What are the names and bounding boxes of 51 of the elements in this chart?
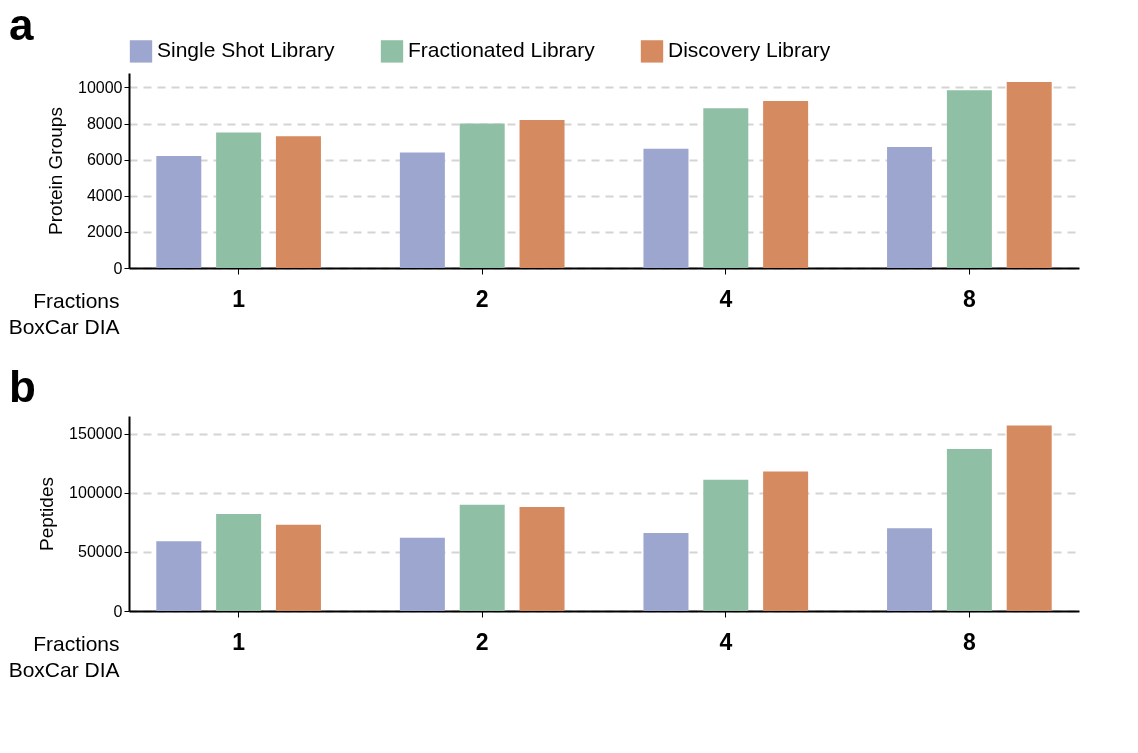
bar: [275, 524, 321, 611]
bar: [946, 90, 992, 268]
bar: [763, 471, 809, 611]
bar: [1006, 425, 1052, 611]
y-tick-label: 4000: [86, 187, 123, 205]
y-axis-title: Protein Groups: [45, 107, 67, 235]
legend-label: Single Shot Library: [157, 38, 335, 62]
bar: [703, 108, 749, 268]
x-axis-title: Fractions BoxCar DIA: [8, 631, 120, 681]
bar: [459, 504, 505, 611]
bar: [156, 156, 202, 268]
bar: [459, 123, 505, 268]
x-tick-label: 1: [232, 628, 246, 655]
bar: [887, 147, 933, 268]
bar: [643, 533, 689, 611]
x-tick-label: 8: [962, 628, 976, 655]
y-tick-label: 0: [113, 259, 123, 277]
y-axis-title: Peptides: [36, 477, 58, 551]
x-tick-label: 4: [719, 285, 733, 312]
y-tick-label: 10000: [78, 78, 123, 96]
bar: [643, 148, 689, 268]
y-tick-label: 0: [113, 602, 123, 620]
legend-label: Discovery Library: [668, 38, 831, 62]
y-tick-label: 50000: [78, 543, 123, 561]
bar: [519, 119, 565, 268]
y-tick-label: 6000: [86, 151, 123, 169]
legend-label: Fractionated Library: [408, 38, 596, 62]
x-axis-title: Fractions BoxCar DIA: [8, 288, 120, 338]
bar: [216, 132, 262, 268]
x-tick-label: 1: [232, 285, 246, 312]
x-tick-label: 2: [475, 285, 489, 312]
chart-title: a: [9, 0, 34, 49]
x-tick-label: 8: [962, 285, 976, 312]
bar: [1006, 82, 1052, 268]
x-tick-label: 2: [475, 628, 489, 655]
bar: [763, 100, 809, 268]
bar: [216, 514, 262, 611]
bar: [946, 449, 992, 611]
y-tick-label: 150000: [69, 425, 123, 443]
chart-title: b: [9, 362, 36, 411]
bar: [399, 537, 445, 611]
x-tick-label: 4: [719, 628, 733, 655]
bar: [703, 479, 749, 611]
y-tick-label: 100000: [69, 484, 123, 502]
bar: [887, 528, 933, 611]
bar: [275, 136, 321, 268]
y-tick-label: 2000: [86, 223, 123, 241]
bar: [519, 507, 565, 611]
bar: [156, 541, 202, 611]
bar: [399, 152, 445, 268]
y-tick-label: 8000: [86, 115, 123, 133]
